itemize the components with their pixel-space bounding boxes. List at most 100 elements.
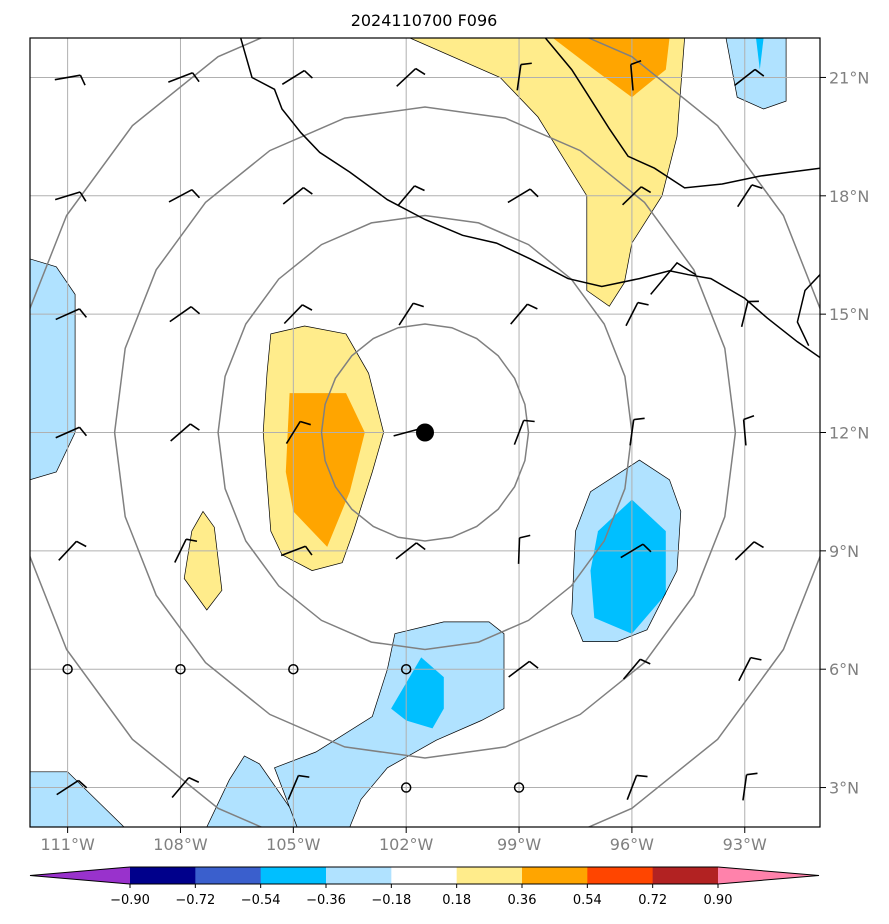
- wind-barb-flag: [415, 542, 426, 551]
- wind-barb-shaft: [171, 777, 190, 799]
- wind-barb-shaft: [56, 779, 79, 796]
- filled-region-0: [410, 38, 685, 307]
- colorbar-tick-label: 0.90: [704, 893, 733, 908]
- wind-barb-shaft: [738, 657, 752, 682]
- colorbar-segment: [130, 867, 196, 884]
- wind-barb-flag: [529, 188, 539, 198]
- wind-barb-flag: [189, 423, 200, 431]
- wind-barb-shaft: [622, 658, 641, 680]
- range-ring: [320, 323, 530, 542]
- colorbar-segment: [587, 867, 654, 884]
- contour-line-2: [262, 325, 384, 571]
- contour-line-4: [183, 510, 223, 611]
- wind-barb-shaft: [734, 541, 755, 561]
- wind-barb-flag: [79, 74, 86, 86]
- wind-barb-flag: [527, 303, 538, 310]
- colorbar-tick-label: −0.18: [371, 893, 411, 908]
- colorbar-segment: [391, 867, 458, 884]
- wind-barb-flag: [190, 306, 201, 315]
- wind-barb-shaft: [620, 543, 644, 559]
- lon-tick-label: 99°W: [497, 835, 541, 854]
- wind-barb-shaft: [742, 419, 747, 446]
- colorbar-tick-label: 0.72: [638, 893, 667, 908]
- lat-tick-label: 21°N: [829, 68, 869, 87]
- wind-barb-flag: [637, 301, 649, 306]
- contour-lines: [30, 38, 787, 827]
- colorbar-tick-label: 0.18: [442, 893, 471, 908]
- colorbar-extend-high: [718, 867, 819, 884]
- wind-barb-flag: [415, 67, 426, 76]
- wind-barb-shaft: [287, 775, 300, 800]
- contour-line-12: [30, 771, 125, 827]
- colorbar-tick-label: 0.54: [573, 893, 602, 908]
- colorbar-segment: [195, 867, 262, 884]
- colorbar-segment: [260, 867, 327, 884]
- contour-line-6: [571, 459, 682, 642]
- wind-barb-flag: [630, 59, 642, 66]
- wind-barb-shaft: [397, 185, 416, 207]
- longitude-tick-labels: 111°W 108°W 105°W 102°W 99°W 96°W 93°W: [40, 827, 767, 854]
- filled-region-7: [590, 499, 666, 634]
- range-ring: [30, 38, 820, 827]
- wind-barb-shaft: [283, 304, 303, 325]
- chart-title: 2024110700 F096: [351, 11, 498, 30]
- lon-tick-label: 108°W: [153, 835, 208, 854]
- wind-barb-shaft: [280, 545, 306, 557]
- wind-barb-shaft: [625, 302, 639, 327]
- wind-barb-flag: [299, 420, 311, 426]
- wind-barb-flag: [413, 302, 424, 308]
- wind-barb-flag: [78, 308, 88, 318]
- wind-barb-flag: [414, 185, 425, 192]
- wind-barb-flag: [633, 417, 645, 421]
- wind-barb-flag: [191, 72, 200, 83]
- lat-tick-label: 9°N: [829, 542, 859, 561]
- wind-barb-flag: [743, 415, 755, 421]
- wind-barb-flag: [753, 541, 764, 549]
- wind-barb-flag: [519, 534, 531, 539]
- lat-tick-label: 3°N: [829, 779, 859, 798]
- range-rings: [30, 38, 820, 827]
- wind-barb-flag: [751, 184, 763, 190]
- wind-barb-flag: [304, 545, 313, 556]
- contour-line-10: [725, 38, 787, 110]
- colorbar-segment: [456, 867, 523, 884]
- colorbar-segment: [522, 867, 588, 884]
- wind-barb-flag: [528, 660, 539, 669]
- lon-tick-label: 102°W: [379, 835, 434, 854]
- wind-barb-shaft: [629, 419, 635, 446]
- coastline: [239, 38, 820, 359]
- wind-barb-shaft: [516, 64, 522, 91]
- wind-barb-shaft: [395, 542, 417, 560]
- coastline-segment: [650, 261, 697, 295]
- wind-barb-flag: [640, 186, 652, 194]
- wind-barb-shaft: [510, 303, 529, 325]
- wind-barb-shaft: [58, 540, 78, 561]
- lon-tick-label: 105°W: [266, 835, 321, 854]
- filled-region-12: [30, 771, 124, 827]
- wind-barb-shaft: [282, 186, 304, 205]
- lon-tick-label: 111°W: [40, 835, 95, 854]
- calm-wind-circle: [400, 663, 412, 675]
- calm-wind-circle: [288, 663, 299, 675]
- contour-line-8: [206, 621, 505, 827]
- contour-line-0: [409, 38, 685, 307]
- range-ring: [217, 214, 633, 651]
- wind-barb-flag: [186, 538, 198, 543]
- wind-barb-flag: [746, 772, 758, 776]
- wind-barb-shaft: [55, 308, 80, 321]
- wind-barb-shaft: [513, 420, 525, 445]
- wind-barb-shaft: [626, 775, 638, 800]
- wind-barb-shaft: [398, 302, 414, 326]
- map-area: [30, 38, 820, 827]
- colorbar-segment: [326, 867, 392, 884]
- lat-tick-label: 6°N: [829, 660, 859, 679]
- wind-barb-flag: [302, 186, 313, 195]
- wind-barb-shaft: [170, 423, 191, 442]
- coastline-segment: [544, 38, 820, 189]
- wind-barb-flag: [76, 540, 87, 548]
- wind-barb-shaft: [621, 186, 642, 206]
- filled-region-4: [184, 511, 222, 610]
- wind-barb-flag: [754, 68, 765, 77]
- filled-region-9: [391, 657, 444, 729]
